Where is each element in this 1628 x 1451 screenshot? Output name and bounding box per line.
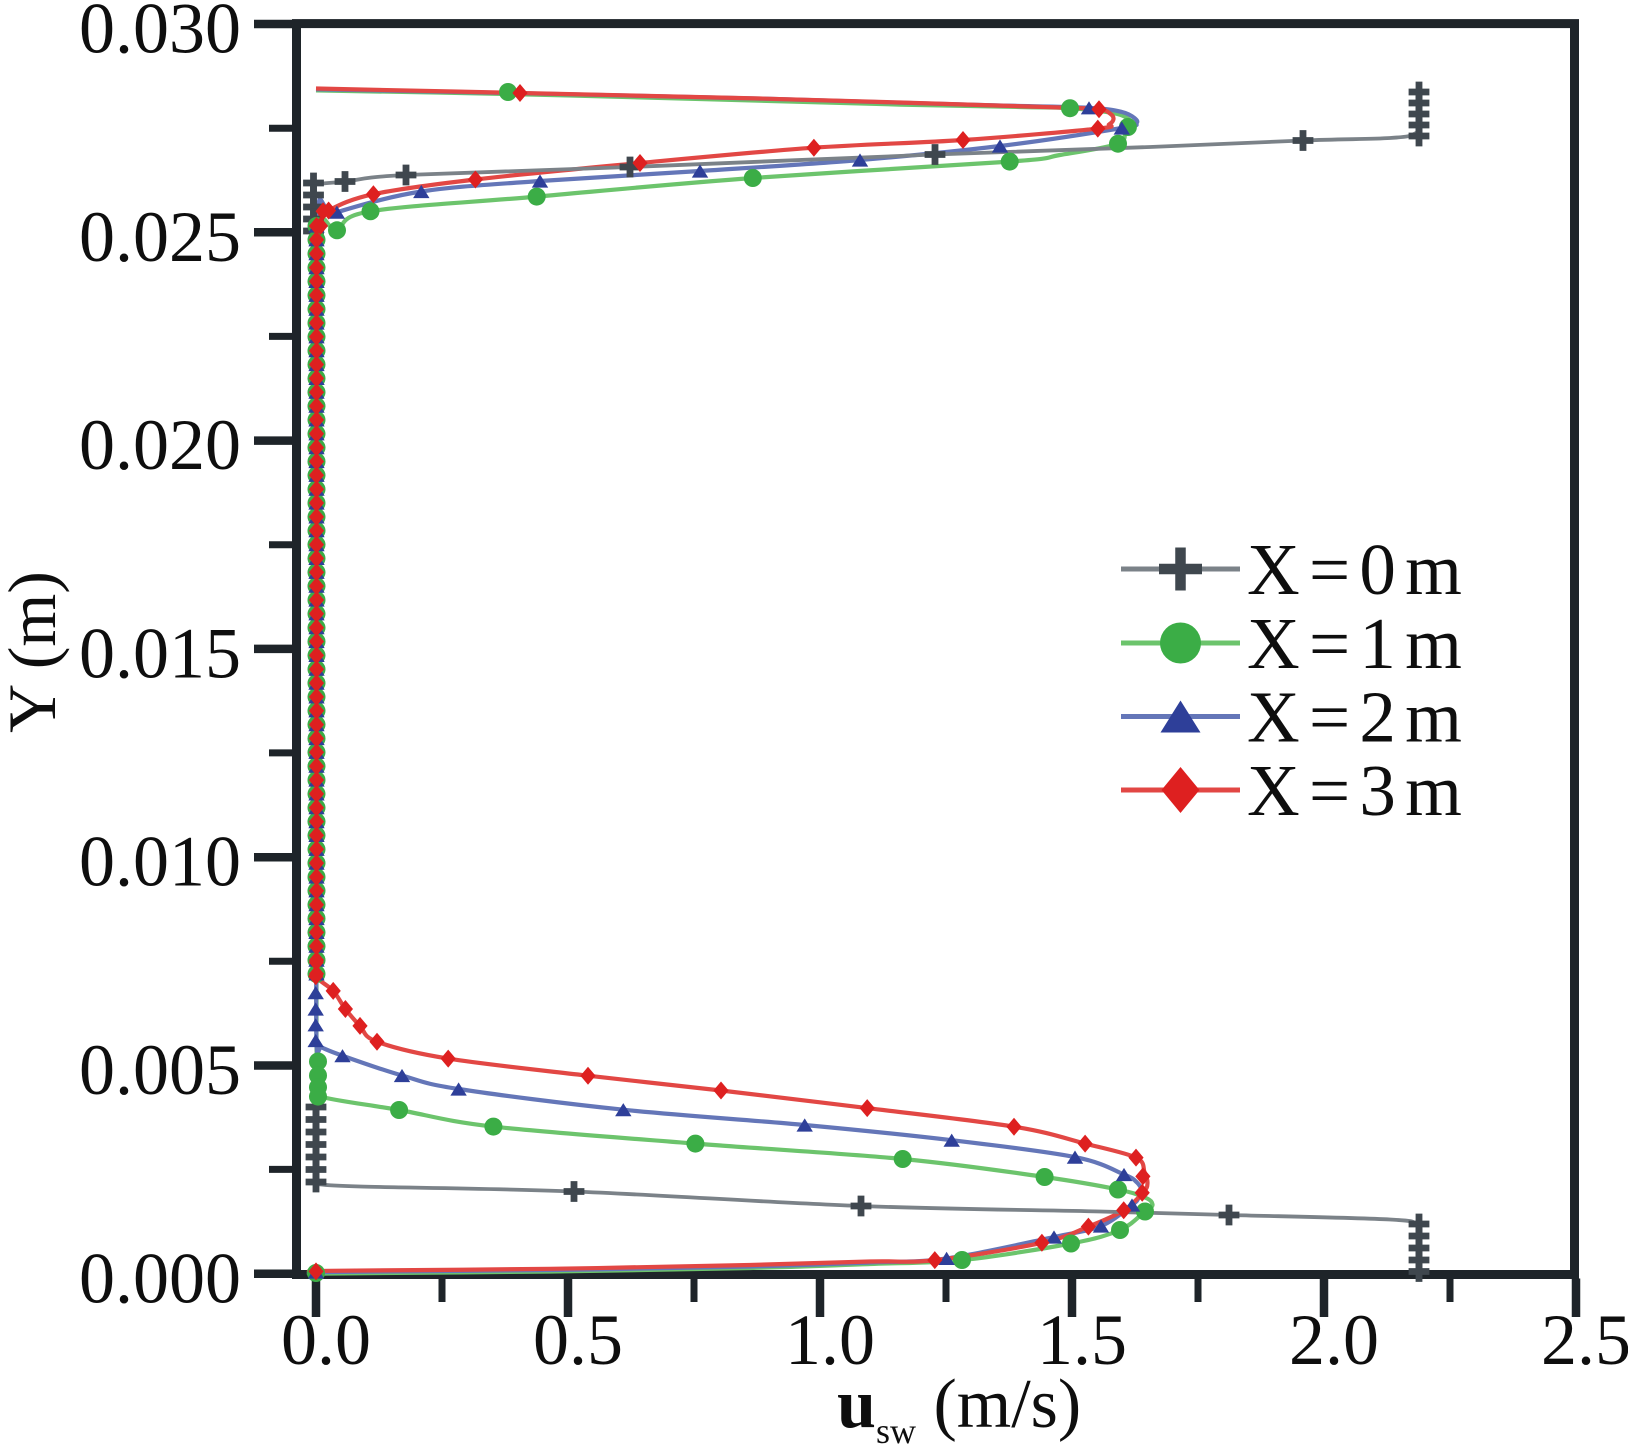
svg-text:X = 1 m: X = 1 m — [1247, 603, 1462, 684]
svg-text:0.015: 0.015 — [79, 613, 241, 693]
svg-text:X = 3 m: X = 3 m — [1247, 750, 1462, 831]
svg-text:usw (m/s): usw (m/s) — [837, 1366, 1081, 1451]
svg-text:Y (m): Y (m) — [0, 571, 70, 733]
svg-text:1.0: 1.0 — [785, 1300, 875, 1380]
svg-text:0.025: 0.025 — [79, 197, 241, 277]
svg-text:0.005: 0.005 — [79, 1030, 241, 1110]
svg-text:0.010: 0.010 — [79, 822, 241, 902]
svg-text:1.5: 1.5 — [1037, 1300, 1127, 1380]
svg-text:X = 2 m: X = 2 m — [1247, 677, 1462, 758]
svg-text:0.000: 0.000 — [79, 1238, 241, 1318]
svg-text:0.5: 0.5 — [533, 1300, 623, 1380]
svg-text:0.030: 0.030 — [79, 0, 241, 69]
svg-text:0.0: 0.0 — [281, 1300, 371, 1380]
svg-text:0.020: 0.020 — [79, 405, 241, 485]
svg-text:2.0: 2.0 — [1289, 1300, 1379, 1380]
svg-text:X = 0 m: X = 0 m — [1247, 529, 1462, 610]
svg-text:2.5: 2.5 — [1541, 1300, 1628, 1380]
